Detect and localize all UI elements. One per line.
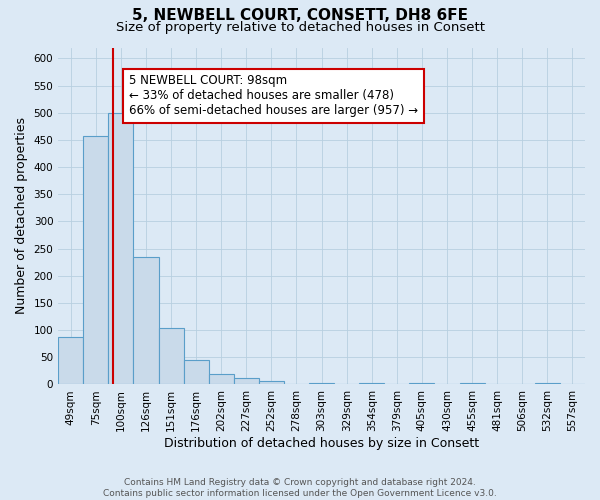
Y-axis label: Number of detached properties: Number of detached properties <box>15 118 28 314</box>
Bar <box>184 360 209 384</box>
Text: Contains HM Land Registry data © Crown copyright and database right 2024.
Contai: Contains HM Land Registry data © Crown c… <box>103 478 497 498</box>
Bar <box>309 383 334 384</box>
Bar <box>109 112 133 384</box>
Bar <box>158 328 184 384</box>
Bar <box>209 374 234 384</box>
Bar <box>133 256 158 384</box>
Bar <box>234 378 259 384</box>
Bar <box>58 336 83 384</box>
Bar <box>259 380 284 384</box>
Bar <box>409 383 434 384</box>
Bar <box>535 383 560 384</box>
Bar <box>460 383 485 384</box>
Text: Size of property relative to detached houses in Consett: Size of property relative to detached ho… <box>115 21 485 34</box>
Bar <box>83 136 109 384</box>
Bar <box>359 383 385 384</box>
Text: 5 NEWBELL COURT: 98sqm
← 33% of detached houses are smaller (478)
66% of semi-de: 5 NEWBELL COURT: 98sqm ← 33% of detached… <box>129 74 418 118</box>
X-axis label: Distribution of detached houses by size in Consett: Distribution of detached houses by size … <box>164 437 479 450</box>
Text: 5, NEWBELL COURT, CONSETT, DH8 6FE: 5, NEWBELL COURT, CONSETT, DH8 6FE <box>132 8 468 22</box>
